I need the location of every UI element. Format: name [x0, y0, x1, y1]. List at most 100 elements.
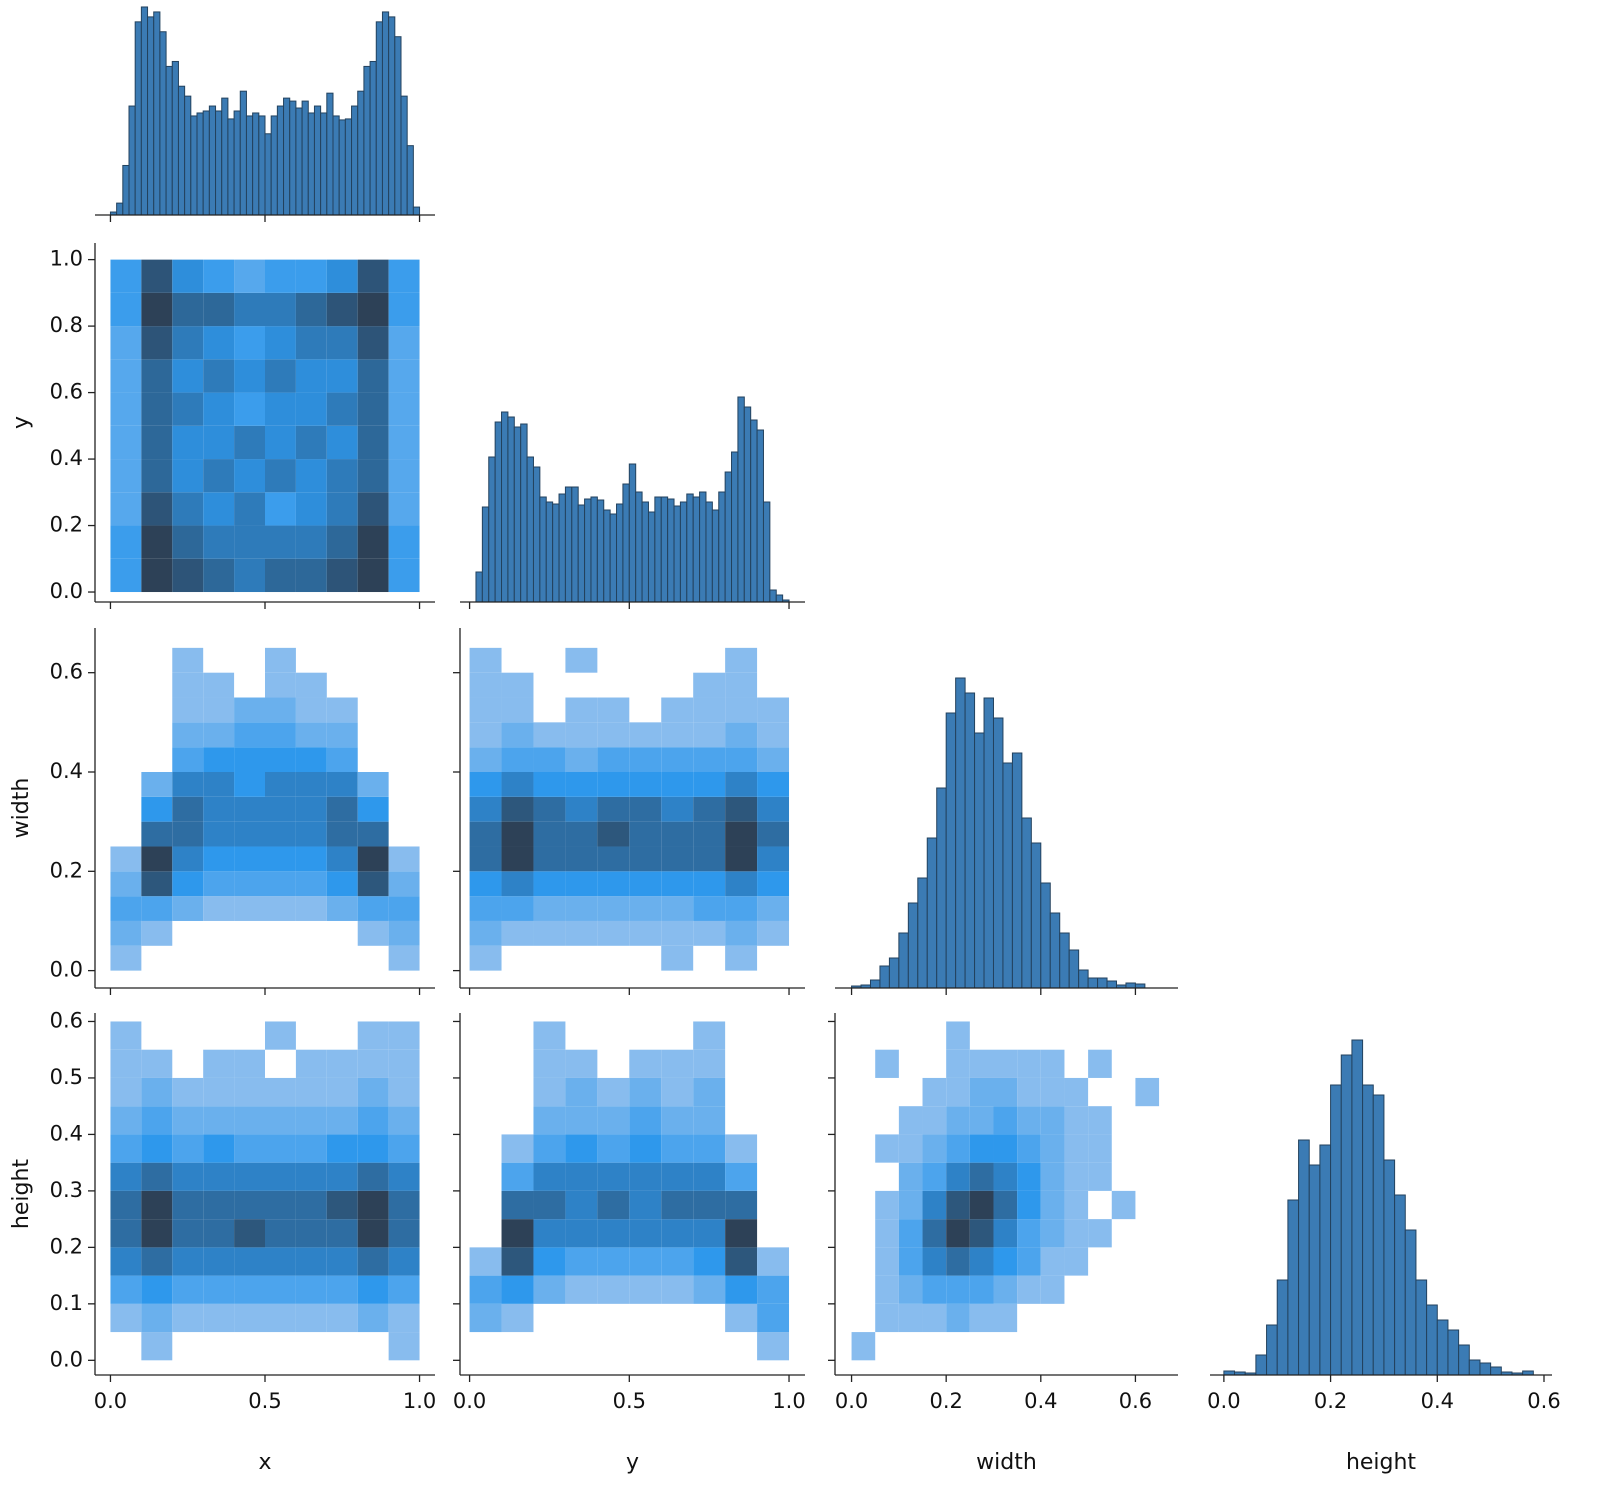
- heat-cell: [565, 1021, 597, 1049]
- heat-cell: [326, 846, 358, 872]
- heat-cell: [234, 896, 265, 921]
- heat-cell: [693, 1049, 726, 1078]
- heat-cell: [265, 821, 296, 847]
- heat-cell: [597, 697, 630, 723]
- heat-cell: [141, 1190, 173, 1220]
- heat-cell: [141, 1162, 173, 1191]
- y-tick-label: 0.2: [50, 513, 83, 537]
- heat-cell: [1088, 1162, 1112, 1191]
- heat-cell: [110, 920, 142, 946]
- heat-cell: [326, 1219, 358, 1248]
- heat-cell: [234, 946, 265, 971]
- heat-cell: [565, 821, 598, 847]
- heat-cell: [110, 1303, 142, 1333]
- heat-cell: [725, 896, 758, 921]
- heat-cell: [234, 1219, 265, 1248]
- heat-cell: [597, 1219, 630, 1248]
- heat-cell: [141, 292, 173, 327]
- heat-cell: [203, 1332, 234, 1360]
- hist-bar: [1308, 1164, 1321, 1376]
- heat-cell: [388, 558, 420, 593]
- heat-cell: [265, 1303, 296, 1333]
- hist-bar: [945, 712, 957, 989]
- heat-cell: [141, 1134, 173, 1163]
- heat-cell: [565, 1275, 598, 1304]
- heat-cell: [295, 459, 327, 493]
- heat-cell: [629, 1275, 662, 1304]
- heat-cell: [295, 292, 327, 327]
- heat-cell: [533, 1077, 566, 1107]
- heat-cell: [852, 1134, 876, 1162]
- heat-cell: [470, 1163, 502, 1191]
- heat-cell: [203, 1077, 235, 1107]
- heat-cell: [693, 846, 726, 872]
- heat-cell: [470, 1021, 502, 1049]
- heat-cell: [389, 673, 420, 698]
- hist-bar: [667, 498, 675, 603]
- heat-cell: [757, 772, 790, 797]
- heat-cell: [388, 392, 420, 426]
- hist-bar: [1340, 1054, 1353, 1376]
- hist-bar: [539, 496, 547, 603]
- heat-cell: [110, 459, 142, 493]
- heat-cell: [565, 796, 598, 822]
- heat-cell: [234, 648, 265, 673]
- heat-cell: [725, 1021, 757, 1049]
- heat-cell: [533, 846, 566, 872]
- hist-bar: [558, 493, 566, 603]
- heat-cell: [757, 1050, 789, 1078]
- heat-cell: [172, 292, 204, 327]
- heat-cell: [757, 648, 789, 673]
- heat-cell: [1040, 1190, 1065, 1220]
- heat-cell: [470, 1106, 502, 1134]
- heat-cell: [725, 846, 758, 872]
- hist-bar: [1125, 982, 1136, 989]
- heat-cell: [969, 1303, 994, 1333]
- heat-cell: [946, 1190, 970, 1220]
- heat-cell: [597, 772, 630, 797]
- heat-cell: [141, 1021, 172, 1049]
- heat-cell: [357, 1077, 389, 1107]
- heat-cell: [172, 672, 204, 698]
- x-tick-label: 0.4: [1024, 1389, 1057, 1413]
- heat-cell: [296, 648, 327, 673]
- heat-cell: [141, 946, 172, 971]
- heat-cell: [469, 871, 502, 897]
- hist-bar: [1087, 977, 1099, 989]
- heat-cell: [326, 1162, 358, 1191]
- heat-cell: [565, 1134, 598, 1163]
- heat-cell: [661, 846, 694, 872]
- heat-cell: [693, 648, 725, 673]
- heat-cell: [923, 1050, 947, 1078]
- heat-cell: [326, 1275, 358, 1304]
- heat-cell: [629, 1332, 661, 1360]
- heat-cell: [597, 846, 630, 872]
- heat-cell: [501, 796, 534, 822]
- heat-cell: [533, 1275, 566, 1304]
- heat-cell: [265, 647, 296, 673]
- heat-cell: [110, 259, 142, 293]
- y-axis-label: height: [9, 1159, 34, 1229]
- hist-bar: [1078, 969, 1089, 989]
- hist-bar: [270, 115, 278, 216]
- hist-bar: [165, 65, 173, 216]
- heat-cell: [265, 921, 296, 946]
- heat-cell: [501, 1303, 534, 1333]
- heat-cell: [757, 1163, 789, 1191]
- heat-cell: [898, 1106, 923, 1135]
- heat-cell: [597, 747, 630, 772]
- heat-cell: [388, 525, 420, 559]
- heat-cell: [898, 1134, 923, 1163]
- heat-cell: [326, 326, 358, 360]
- heat-cell: [1040, 1077, 1065, 1107]
- heat-cell: [969, 1106, 994, 1135]
- heat-cell: [1135, 1247, 1159, 1275]
- hist-bar: [501, 411, 509, 603]
- heat-cell: [501, 772, 534, 797]
- heat-cell: [533, 1021, 566, 1050]
- heat-cell: [852, 1247, 876, 1275]
- heat-cell: [388, 492, 420, 526]
- hist-bar: [1394, 1194, 1406, 1376]
- heat-cell: [946, 1332, 970, 1360]
- heat-cell: [533, 722, 566, 748]
